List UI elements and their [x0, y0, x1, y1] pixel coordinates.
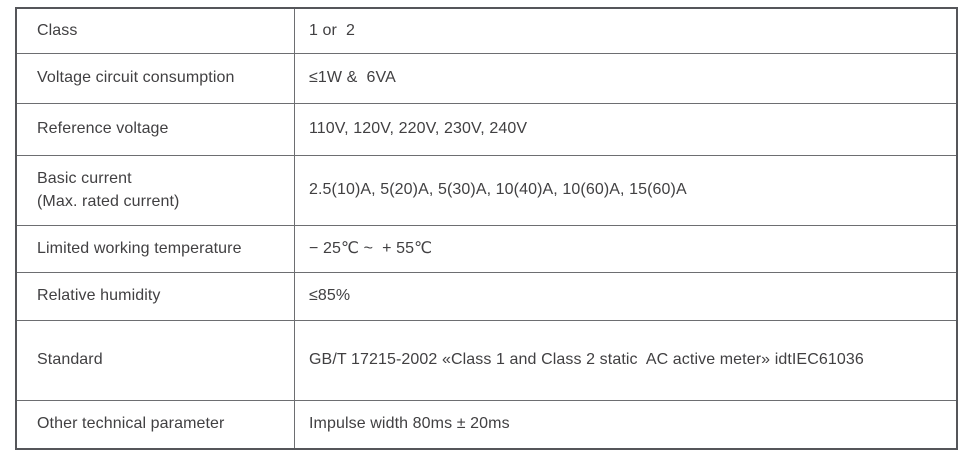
row-label: Other technical parameter: [17, 401, 295, 448]
row-value: 110V, 120V, 220V, 230V, 240V: [309, 120, 528, 138]
table-row: Limited working temperature − 25℃ ~ + 55…: [17, 226, 956, 273]
row-value: − 25℃ ~ + 55℃: [309, 239, 433, 257]
row-label: Standard: [17, 321, 295, 400]
row-value: GB/T 17215-2002 «Class 1 and Class 2 sta…: [309, 351, 864, 369]
table-row: Voltage circuit consumption ≤1W & 6VA: [17, 54, 956, 104]
table-row: Standard GB/T 17215-2002 «Class 1 and Cl…: [17, 321, 956, 401]
table-row: Basic current (Max. rated current) 2.5(1…: [17, 156, 956, 226]
row-value: 1 or 2: [309, 21, 356, 39]
row-value: Impulse width 80ms ± 20ms: [309, 415, 510, 433]
table-row: Relative humidity ≤85%: [17, 273, 956, 321]
row-label: Class: [17, 9, 295, 53]
row-label: Voltage circuit consumption: [17, 54, 295, 103]
table-row: Reference voltage 110V, 120V, 220V, 230V…: [17, 104, 956, 156]
row-label: Relative humidity: [17, 273, 295, 320]
row-value: 2.5(10)A, 5(20)A, 5(30)A, 10(40)A, 10(60…: [309, 181, 687, 199]
row-label: Limited working temperature: [17, 226, 295, 272]
row-label: Reference voltage: [17, 104, 295, 155]
row-value: ≤1W & 6VA: [309, 69, 396, 87]
table-row: Class 1 or 2: [17, 9, 956, 54]
table-row: Other technical parameter Impulse width …: [17, 401, 956, 448]
row-label: Basic current (Max. rated current): [17, 156, 295, 225]
spec-table: Class 1 or 2 Voltage circuit consumption…: [15, 7, 958, 450]
row-value: ≤85%: [309, 287, 351, 305]
